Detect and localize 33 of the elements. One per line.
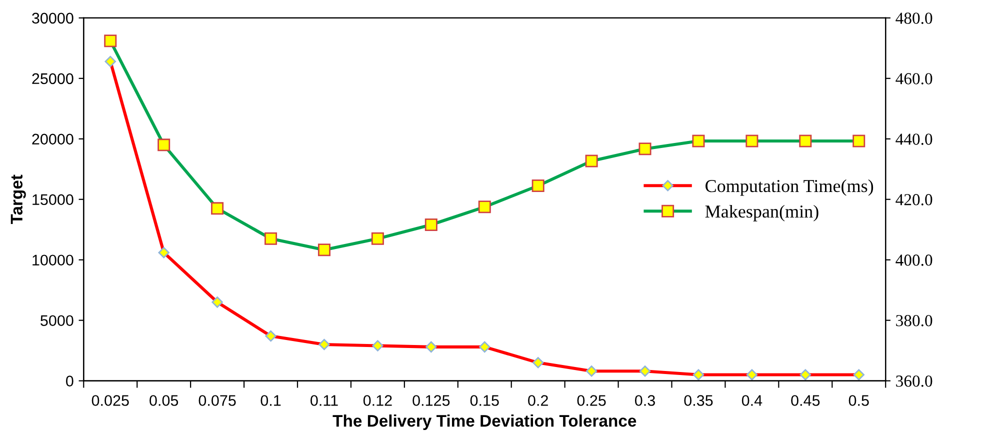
y-tick-label: 15000: [32, 194, 74, 206]
y2-tick-label: 460.0: [896, 73, 932, 84]
legend-label: Computation Time(ms): [706, 179, 874, 196]
x-tick-label: 0.125: [412, 395, 450, 406]
legend-label: Makespan(min): [705, 204, 818, 222]
y-tick-label: 25000: [32, 73, 74, 84]
y2-tick-label: 440.0: [896, 134, 932, 145]
x-tick-label: 0.12: [363, 395, 392, 406]
x-tick-label: 0.075: [198, 395, 236, 406]
x-tick-label: 0.5: [848, 395, 869, 406]
y-tick-label: 0: [66, 376, 74, 386]
x-tick-label: 0.45: [791, 395, 820, 406]
x-tick-label: 0.025: [92, 395, 129, 406]
x-tick-label: 0.25: [577, 395, 606, 406]
y2-tick-label: 480.0: [896, 12, 932, 24]
y2-tick-label: 360.0: [896, 376, 932, 387]
y2-tick-label: 420.0: [896, 194, 932, 206]
x-tick-label: 0.35: [684, 395, 713, 406]
x-tick-label: 0.15: [470, 395, 499, 406]
y2-tick-label: 380.0: [896, 315, 932, 326]
y-tick-label: 10000: [32, 254, 74, 266]
x-tick-label: 0.1: [260, 395, 281, 406]
y-tick-label: 30000: [32, 12, 74, 24]
y-axis-title: Target: [10, 174, 26, 224]
x-tick-label: 0.05: [150, 395, 178, 406]
y2-tick-label: 400.0: [896, 254, 932, 266]
x-tick-label: 0.11: [310, 395, 338, 406]
x-tick-label: 0.4: [742, 395, 762, 406]
x-tick-label: 0.3: [634, 395, 655, 406]
x-axis-title: The Delivery Time Deviation Tolerance: [332, 414, 636, 430]
y-tick-label: 20000: [32, 134, 74, 145]
y-tick-label: 5000: [40, 315, 74, 326]
x-tick-label: 0.2: [528, 395, 548, 406]
